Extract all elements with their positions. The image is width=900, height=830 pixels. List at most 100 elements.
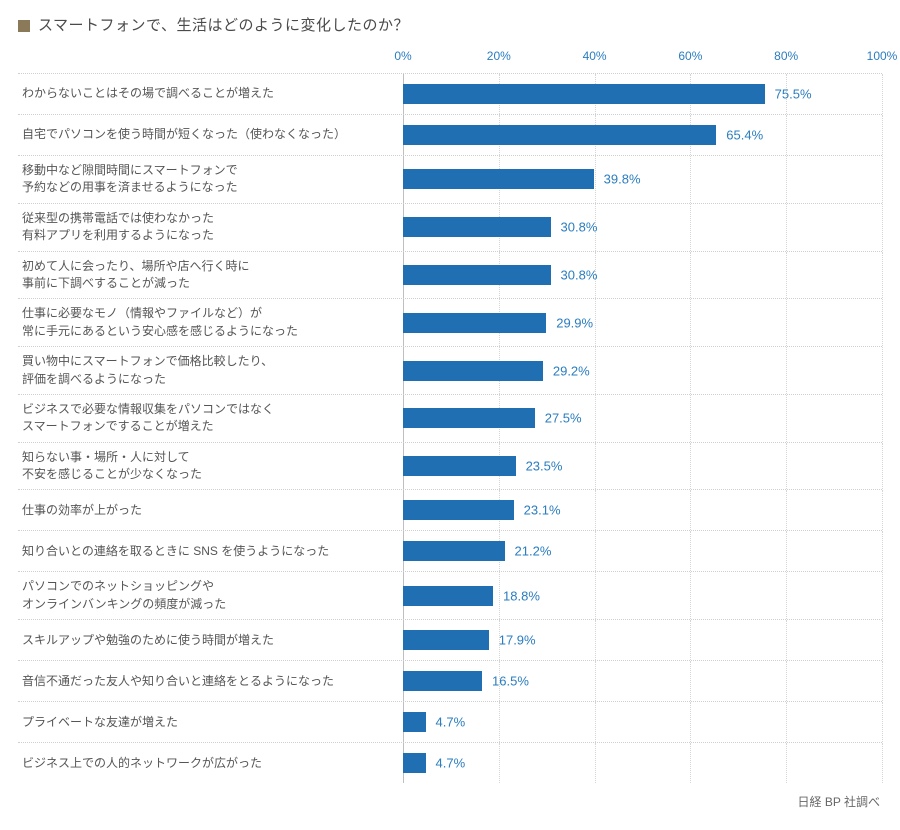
chart-title: スマートフォンで、生活はどのように変化したのか？: [38, 14, 409, 35]
category-label: 仕事の効率が上がった: [18, 490, 403, 530]
plot-cell: 21.2%: [403, 531, 882, 571]
category-label-line: 知り合いとの連絡を取るときに SNS を使うようになった: [22, 544, 329, 558]
grid-line: [882, 443, 883, 490]
category-label: 初めて人に会ったり、場所や店へ行く時に事前に下調べすることが減った: [18, 252, 403, 299]
bar: 29.2%: [403, 361, 543, 381]
grid-line: [595, 702, 596, 742]
grid-line: [786, 252, 787, 299]
bar: 30.8%: [403, 265, 551, 285]
category-label: 買い物中にスマートフォンで価格比較したり、評価を調べるようになった: [18, 347, 403, 394]
category-label-line: プライベートな友達が増えた: [22, 715, 178, 729]
category-label: ビジネスで必要な情報収集をパソコンではなくスマートフォンですることが増えた: [18, 395, 403, 442]
chart-row: 音信不通だった友人や知り合いと連絡をとるようになった 16.5%: [18, 660, 882, 701]
plot-cell: 30.8%: [403, 204, 882, 251]
grid-line: [882, 572, 883, 619]
category-label-line: パソコンでのネットショッピングや: [22, 579, 214, 593]
grid-line: [595, 572, 596, 619]
plot-cell: 4.7%: [403, 702, 882, 742]
grid-line: [690, 443, 691, 490]
category-label-line: 買い物中にスマートフォンで価格比較したり、: [22, 354, 273, 368]
category-label-line: ビジネスで必要な情報収集をパソコンではなく: [22, 402, 274, 416]
grid-line: [882, 204, 883, 251]
grid-line: [595, 661, 596, 701]
bar: 30.8%: [403, 217, 551, 237]
bar: 39.8%: [403, 169, 594, 189]
bar: 75.5%: [403, 84, 765, 104]
category-label: わからないことはその場で調べることが増えた: [18, 74, 403, 114]
bar: 27.5%: [403, 408, 535, 428]
grid-line: [786, 743, 787, 783]
bar-value-label: 16.5%: [482, 674, 529, 689]
plot-cell: 29.2%: [403, 347, 882, 394]
grid-line: [499, 743, 500, 783]
category-label-line: ビジネス上での人的ネットワークが広がった: [22, 756, 262, 770]
category-label: パソコンでのネットショッピングやオンラインバンキングの頻度が減った: [18, 572, 403, 619]
grid-line: [690, 620, 691, 660]
category-label-line: スキルアップや勉強のために使う時間が増えた: [22, 633, 274, 647]
plot-cell: 17.9%: [403, 620, 882, 660]
chart-row: 仕事に必要なモノ（情報やファイルなど）が常に手元にあるという安心感を感じるように…: [18, 298, 882, 346]
plot-cell: 23.5%: [403, 443, 882, 490]
chart-row: 自宅でパソコンを使う時間が短くなった（使わなくなった） 65.4%: [18, 114, 882, 155]
x-axis-tick: 40%: [583, 49, 607, 63]
bar-value-label: 23.5%: [516, 459, 563, 474]
grid-line: [690, 252, 691, 299]
bar-value-label: 29.9%: [546, 315, 593, 330]
grid-line: [690, 347, 691, 394]
x-axis-tick: 0%: [394, 49, 411, 63]
category-label-line: わからないことはその場で調べることが増えた: [22, 86, 274, 100]
bar: 21.2%: [403, 541, 505, 561]
bar-value-label: 4.7%: [426, 756, 466, 771]
plot-cell: 29.9%: [403, 299, 882, 346]
grid-line: [690, 743, 691, 783]
bar-value-label: 75.5%: [765, 87, 812, 102]
category-label-line: 予約などの用事を済ませるようになった: [22, 180, 238, 194]
category-label: プライベートな友達が増えた: [18, 702, 403, 742]
grid-line: [690, 531, 691, 571]
category-label-line: 移動中など隙間時間にスマートフォンで: [22, 163, 238, 177]
grid-line: [786, 204, 787, 251]
category-label-line: スマートフォンですることが増えた: [22, 419, 214, 433]
category-label: 従来型の携帯電話では使わなかった有料アプリを利用するようになった: [18, 204, 403, 251]
category-label: 知らない事・場所・人に対して不安を感じることが少なくなった: [18, 443, 403, 490]
plot-cell: 39.8%: [403, 156, 882, 203]
grid-line: [882, 156, 883, 203]
chart-row: プライベートな友達が増えた 4.7%: [18, 701, 882, 742]
category-label-line: 初めて人に会ったり、場所や店へ行く時に: [22, 259, 250, 273]
plot-cell: 27.5%: [403, 395, 882, 442]
category-label-line: 仕事の効率が上がった: [22, 503, 142, 517]
grid-line: [786, 156, 787, 203]
grid-line: [786, 572, 787, 619]
chart-row: ビジネス上での人的ネットワークが広がった 4.7%: [18, 742, 882, 783]
bar-value-label: 29.2%: [543, 363, 590, 378]
bar-chart: 0%20%40%60%80%100%わからないことはその場で調べることが増えた7…: [18, 49, 882, 783]
grid-line: [690, 702, 691, 742]
plot-cell: 23.1%: [403, 490, 882, 530]
grid-line: [786, 490, 787, 530]
category-label-line: オンラインバンキングの頻度が減った: [22, 597, 226, 611]
bar: 17.9%: [403, 630, 489, 650]
grid-line: [882, 299, 883, 346]
chart-row: ビジネスで必要な情報収集をパソコンではなくスマートフォンですることが増えた27.…: [18, 394, 882, 442]
bar-value-label: 17.9%: [489, 633, 536, 648]
grid-line: [882, 661, 883, 701]
x-axis-tick: 20%: [487, 49, 511, 63]
grid-line: [882, 702, 883, 742]
grid-line: [690, 572, 691, 619]
bar-value-label: 65.4%: [716, 128, 763, 143]
plot-cell: 65.4%: [403, 115, 882, 155]
category-label-line: 自宅でパソコンを使う時間が短くなった（使わなくなった）: [22, 127, 346, 141]
chart-row: 買い物中にスマートフォンで価格比較したり、評価を調べるようになった29.2%: [18, 346, 882, 394]
bar-value-label: 4.7%: [426, 715, 466, 730]
plot-cell: 30.8%: [403, 252, 882, 299]
grid-line: [595, 490, 596, 530]
plot-cell: 4.7%: [403, 743, 882, 783]
chart-row: パソコンでのネットショッピングやオンラインバンキングの頻度が減った18.8%: [18, 571, 882, 619]
x-axis-tick: 80%: [774, 49, 798, 63]
category-label-line: 音信不通だった友人や知り合いと連絡をとるようになった: [22, 674, 334, 688]
bar: 4.7%: [403, 712, 426, 732]
grid-line: [595, 743, 596, 783]
category-label: 仕事に必要なモノ（情報やファイルなど）が常に手元にあるという安心感を感じるように…: [18, 299, 403, 346]
chart-row: 従来型の携帯電話では使わなかった有料アプリを利用するようになった30.8%: [18, 203, 882, 251]
grid-line: [595, 443, 596, 490]
